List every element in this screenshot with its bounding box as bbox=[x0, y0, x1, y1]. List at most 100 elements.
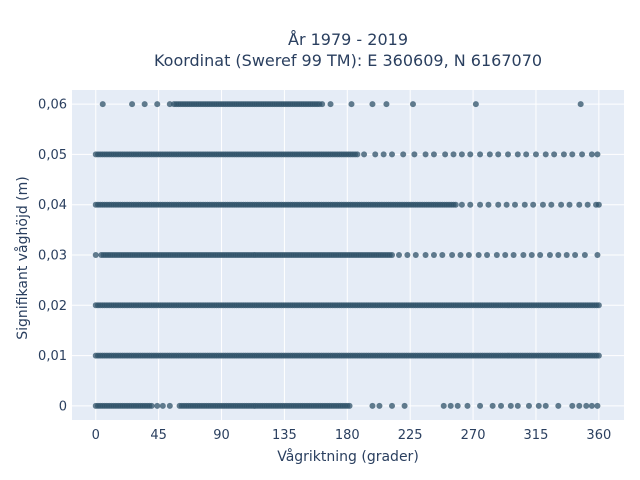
data-point bbox=[452, 201, 459, 208]
data-point bbox=[400, 151, 407, 158]
data-point bbox=[465, 252, 472, 258]
x-tick-label: 90 bbox=[213, 428, 230, 443]
data-point bbox=[521, 201, 528, 208]
data-point bbox=[442, 151, 449, 158]
data-point bbox=[486, 151, 493, 158]
y-tick-label: 0,06 bbox=[38, 98, 67, 113]
data-point bbox=[528, 252, 535, 258]
chart-title-line-2: Koordinat (Sweref 99 TM): E 360609, N 61… bbox=[154, 51, 542, 70]
data-point bbox=[495, 151, 502, 158]
x-tick-label: 0 bbox=[92, 428, 100, 443]
x-tick-labels: 0 45 90 135 180 225 270 315 360 bbox=[92, 428, 612, 443]
y-tick-labels: 0 0,01 0,02 0,03 0,04 0,05 0,06 bbox=[38, 98, 67, 415]
data-point bbox=[594, 402, 601, 409]
data-point bbox=[511, 201, 518, 208]
data-point bbox=[327, 101, 334, 108]
x-tick-label: 315 bbox=[524, 428, 549, 443]
data-point bbox=[401, 402, 408, 409]
data-point bbox=[457, 252, 464, 258]
data-point bbox=[475, 252, 482, 258]
data-point bbox=[422, 151, 429, 158]
data-point bbox=[369, 101, 376, 108]
data-point bbox=[154, 101, 161, 108]
data-point bbox=[555, 402, 562, 409]
data-point bbox=[348, 101, 355, 108]
data-point bbox=[467, 151, 474, 158]
data-point bbox=[535, 402, 542, 409]
data-point bbox=[422, 252, 429, 258]
data-point bbox=[464, 402, 471, 409]
x-tick-label: 180 bbox=[335, 428, 360, 443]
data-point bbox=[595, 201, 602, 208]
data-point bbox=[503, 201, 510, 208]
data-point bbox=[532, 151, 539, 158]
data-point bbox=[439, 252, 446, 258]
data-point bbox=[477, 201, 484, 208]
data-point bbox=[454, 402, 461, 409]
y-axis-label: Signifikant våghöjd (m) bbox=[14, 176, 31, 339]
data-point bbox=[166, 101, 173, 108]
data-point bbox=[450, 151, 457, 158]
y-tick-label: 0,04 bbox=[38, 198, 67, 213]
data-point bbox=[430, 252, 437, 258]
data-point bbox=[467, 201, 474, 208]
data-point bbox=[166, 402, 173, 409]
y-tick-label: 0,02 bbox=[38, 299, 67, 314]
data-point bbox=[576, 201, 583, 208]
data-point bbox=[389, 151, 396, 158]
data-point bbox=[159, 402, 166, 409]
data-point bbox=[594, 252, 601, 258]
data-point bbox=[485, 201, 492, 208]
data-point bbox=[569, 402, 576, 409]
data-point bbox=[319, 101, 326, 108]
data-points bbox=[92, 101, 602, 409]
data-point bbox=[396, 252, 403, 258]
data-point bbox=[154, 402, 161, 409]
y-tick-label: 0 bbox=[59, 399, 67, 414]
data-point bbox=[523, 151, 530, 158]
data-point bbox=[505, 151, 512, 158]
data-point bbox=[412, 252, 419, 258]
data-point bbox=[514, 402, 521, 409]
data-point bbox=[498, 402, 505, 409]
data-point bbox=[530, 201, 537, 208]
data-point bbox=[495, 201, 502, 208]
data-point bbox=[558, 201, 565, 208]
data-point bbox=[537, 252, 544, 258]
data-point bbox=[129, 101, 136, 108]
data-point bbox=[572, 252, 579, 258]
data-point bbox=[507, 402, 514, 409]
data-point bbox=[92, 252, 99, 258]
data-point bbox=[542, 402, 549, 409]
data-point bbox=[361, 151, 368, 158]
data-point bbox=[477, 402, 484, 409]
data-point bbox=[411, 151, 418, 158]
data-point bbox=[594, 151, 601, 158]
data-point bbox=[99, 101, 106, 108]
data-point bbox=[502, 252, 509, 258]
y-tick-label: 0,05 bbox=[38, 148, 67, 163]
x-tick-label: 225 bbox=[398, 428, 423, 443]
data-point bbox=[569, 151, 576, 158]
y-tick-label: 0,01 bbox=[38, 349, 67, 364]
data-point bbox=[514, 151, 521, 158]
data-point bbox=[583, 402, 590, 409]
data-point bbox=[430, 151, 437, 158]
chart-title-line-1: År 1979 - 2019 bbox=[288, 30, 408, 49]
data-point bbox=[449, 252, 456, 258]
data-point bbox=[404, 252, 411, 258]
x-tick-label: 45 bbox=[150, 428, 167, 443]
data-point bbox=[551, 151, 558, 158]
data-point bbox=[595, 302, 602, 309]
data-point bbox=[383, 101, 390, 108]
data-point bbox=[510, 252, 517, 258]
data-point bbox=[555, 252, 562, 258]
data-point bbox=[560, 151, 567, 158]
data-point bbox=[546, 252, 553, 258]
data-point bbox=[576, 402, 583, 409]
x-axis-label: Vågriktning (grader) bbox=[277, 448, 419, 465]
data-point bbox=[458, 201, 465, 208]
data-point bbox=[542, 151, 549, 158]
data-point bbox=[458, 151, 465, 158]
data-point bbox=[489, 402, 496, 409]
